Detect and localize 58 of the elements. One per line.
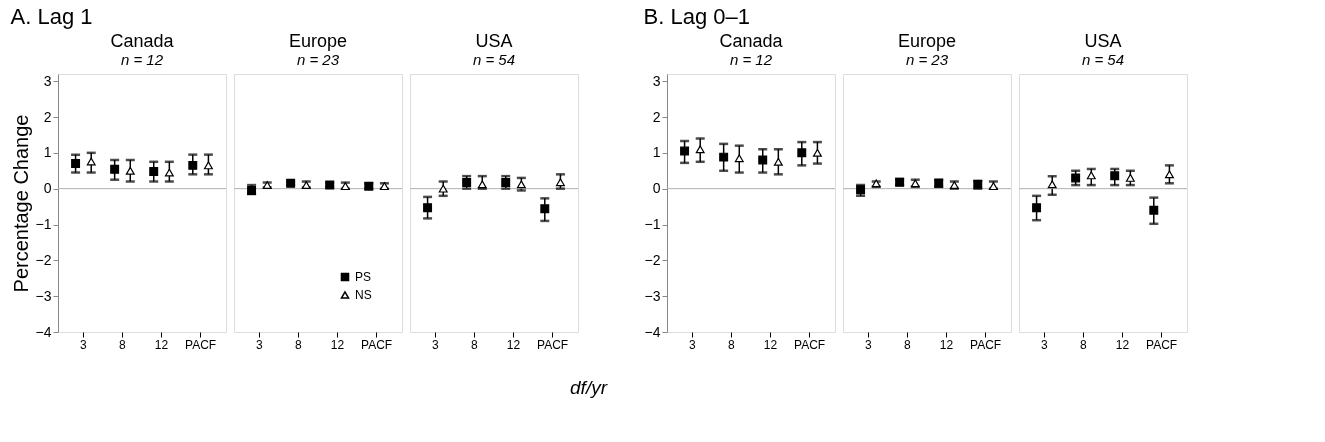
chart-title: USA: [1084, 31, 1122, 51]
x-tick-label: 3: [1041, 337, 1049, 352]
x-tick-label: 8: [728, 337, 736, 352]
x-tick-label: 8: [904, 337, 912, 352]
chart-title: Canada: [110, 31, 175, 51]
y-tick-label: −3: [35, 287, 52, 304]
x-tick-label: 8: [1080, 337, 1088, 352]
chart-subtitle: n = 23: [296, 51, 340, 68]
y-tick-label: 1: [652, 144, 661, 161]
x-tick-label: 12: [1115, 337, 1130, 352]
chart-subtitle: n = 54: [472, 51, 516, 68]
x-tick-label: 3: [432, 337, 440, 352]
x-tick-label: 8: [471, 337, 479, 352]
y-tick-label: 3: [43, 72, 52, 89]
y-axis-title: Percentage Change: [9, 114, 32, 293]
x-tick-label: PACF: [1146, 337, 1178, 352]
x-tick-label: 12: [154, 337, 169, 352]
y-tick-label: 2: [43, 108, 52, 125]
x-tick-label: 12: [939, 337, 954, 352]
chart-title: Canada: [719, 31, 784, 51]
x-tick-label: PACF: [361, 337, 393, 352]
legend-label: PS: [355, 270, 372, 284]
x-tick-label: PACF: [970, 337, 1002, 352]
y-tick-label: −3: [644, 287, 661, 304]
x-axis-title: df/yr: [570, 376, 608, 398]
y-tick-label: 0: [43, 180, 52, 197]
chart-title: USA: [475, 31, 513, 51]
y-tick-label: 1: [43, 144, 52, 161]
x-tick-label: 3: [80, 337, 88, 352]
x-tick-label: 12: [763, 337, 778, 352]
y-tick-label: 2: [652, 108, 661, 125]
y-tick-label: −4: [644, 323, 661, 340]
y-tick-label: −2: [35, 251, 52, 268]
x-tick-label: 3: [865, 337, 873, 352]
chart-subtitle: n = 54: [1081, 51, 1125, 68]
x-tick-label: 8: [119, 337, 127, 352]
x-tick-label: 3: [689, 337, 697, 352]
x-tick-label: PACF: [185, 337, 217, 352]
text: A. Lag 1: [10, 3, 93, 29]
legend-label: NS: [355, 288, 372, 302]
x-tick-label: PACF: [794, 337, 826, 352]
x-tick-label: 8: [295, 337, 303, 352]
y-tick-label: −2: [644, 251, 661, 268]
x-tick-label: 3: [256, 337, 264, 352]
x-tick-label: PACF: [537, 337, 569, 352]
y-tick-label: −1: [35, 216, 52, 232]
chart-title: Europe: [897, 31, 957, 51]
y-tick-label: −4: [35, 323, 52, 340]
chart-subtitle: n = 23: [905, 51, 949, 68]
text: B. Lag 0–1: [643, 3, 750, 29]
chart-title: Europe: [288, 31, 348, 51]
x-tick-label: 12: [506, 337, 521, 352]
chart-subtitle: n = 12: [120, 51, 164, 68]
y-tick-label: −1: [644, 216, 661, 232]
y-tick-label: 3: [652, 72, 661, 89]
x-tick-label: 12: [330, 337, 345, 352]
y-tick-label: 0: [652, 180, 661, 197]
chart-subtitle: n = 12: [729, 51, 773, 68]
